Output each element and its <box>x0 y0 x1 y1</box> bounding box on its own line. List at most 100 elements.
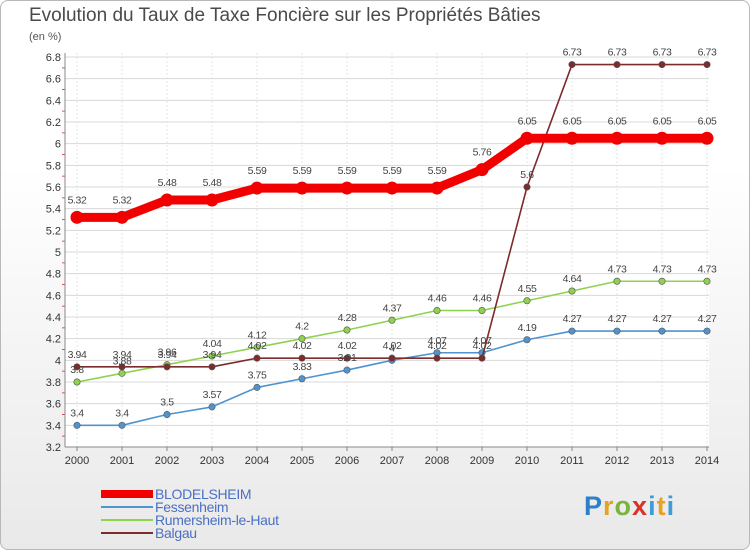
y-tick-label: 4.8 <box>46 269 61 281</box>
data-point <box>115 210 129 224</box>
data-label: 4.2 <box>295 321 309 333</box>
data-point <box>523 336 531 344</box>
data-label: 3.4 <box>70 407 84 419</box>
y-tick-label: 6.4 <box>46 95 61 107</box>
data-label: 4.27 <box>698 313 717 325</box>
data-point <box>478 354 486 362</box>
data-label: 5.32 <box>113 194 132 206</box>
data-point <box>610 131 624 145</box>
data-point <box>160 193 174 207</box>
data-point <box>613 327 621 335</box>
legend-swatch <box>101 532 153 534</box>
data-label: 5.59 <box>338 165 357 177</box>
data-label: 3.75 <box>248 369 267 381</box>
data-label: 4.73 <box>653 263 672 275</box>
data-point <box>475 163 489 177</box>
legend-swatch <box>101 519 153 521</box>
y-tick-label: 5.6 <box>46 182 61 194</box>
y-tick-label: 6 <box>55 139 61 151</box>
data-point <box>163 363 171 371</box>
data-point <box>298 375 306 383</box>
y-tick-label: 4 <box>55 355 61 367</box>
data-label: 5.59 <box>248 165 267 177</box>
data-point <box>613 61 621 69</box>
data-label: 4.64 <box>563 273 582 285</box>
data-point <box>73 378 81 386</box>
data-label: 5.48 <box>158 177 177 189</box>
data-point <box>385 181 399 195</box>
data-point <box>340 181 354 195</box>
data-point <box>118 369 126 377</box>
data-label: 3.94 <box>68 349 87 361</box>
data-point <box>658 61 666 69</box>
data-point <box>208 352 216 360</box>
data-point <box>523 183 531 191</box>
data-label: 4.27 <box>653 313 672 325</box>
data-point <box>433 354 441 362</box>
data-point <box>208 403 216 411</box>
data-label: 5.59 <box>383 165 402 177</box>
data-label: 4.12 <box>248 329 267 341</box>
data-label: 3.4 <box>115 407 129 419</box>
data-label: 6.73 <box>698 47 717 59</box>
data-point <box>298 335 306 343</box>
data-label: 6.73 <box>563 47 582 59</box>
data-label: 4.02 <box>338 340 357 352</box>
data-point <box>70 210 84 224</box>
data-point <box>343 354 351 362</box>
data-label: 6.05 <box>518 115 537 127</box>
data-point <box>298 354 306 362</box>
y-tick-label: 5.2 <box>46 225 61 237</box>
data-label: 4.46 <box>428 293 447 305</box>
legend-swatch <box>101 490 153 498</box>
data-label: 4 <box>389 342 395 354</box>
data-label: 3.5 <box>160 397 174 409</box>
y-tick-label: 5.4 <box>46 204 61 216</box>
y-tick-label: 6.6 <box>46 74 61 86</box>
data-label: 4.55 <box>518 283 537 295</box>
x-tick-label: 2007 <box>380 455 404 467</box>
data-point <box>658 327 666 335</box>
y-tick-label: 4.6 <box>46 290 61 302</box>
data-label: 5.6 <box>520 169 534 181</box>
data-point <box>205 193 219 207</box>
data-point <box>163 410 171 418</box>
x-tick-label: 2004 <box>245 455 269 467</box>
data-point <box>253 354 261 362</box>
data-point <box>568 327 576 335</box>
legend-label: Fessenheim <box>155 499 229 515</box>
y-tick-label: 6.2 <box>46 117 61 129</box>
data-label: 4.02 <box>473 340 492 352</box>
data-label: 4.02 <box>428 340 447 352</box>
data-label: 5.32 <box>68 194 87 206</box>
data-point <box>703 327 711 335</box>
data-label: 6.05 <box>653 115 672 127</box>
x-tick-label: 2013 <box>650 455 674 467</box>
x-tick-label: 2001 <box>110 455 134 467</box>
data-point <box>700 131 714 145</box>
data-point <box>118 363 126 371</box>
x-tick-label: 2008 <box>425 455 449 467</box>
data-point <box>295 181 309 195</box>
data-point <box>523 297 531 305</box>
y-tick-label: 4.2 <box>46 334 61 346</box>
data-point <box>343 326 351 334</box>
data-point <box>433 306 441 314</box>
data-label: 6.05 <box>608 115 627 127</box>
data-label: 4.07 <box>428 335 447 347</box>
data-label: 5.59 <box>428 165 447 177</box>
data-label: 4.73 <box>608 263 627 275</box>
data-point <box>388 354 396 362</box>
y-tick-label: 5.8 <box>46 160 61 172</box>
y-tick-label: 3.8 <box>46 377 61 389</box>
data-label: 4.19 <box>518 322 537 334</box>
data-label: 4.73 <box>698 263 717 275</box>
data-label: 3.83 <box>293 361 312 373</box>
data-point <box>703 61 711 69</box>
data-point <box>250 181 264 195</box>
data-point <box>253 343 261 351</box>
data-point <box>658 277 666 285</box>
data-label: 6.05 <box>563 115 582 127</box>
data-point <box>568 287 576 295</box>
